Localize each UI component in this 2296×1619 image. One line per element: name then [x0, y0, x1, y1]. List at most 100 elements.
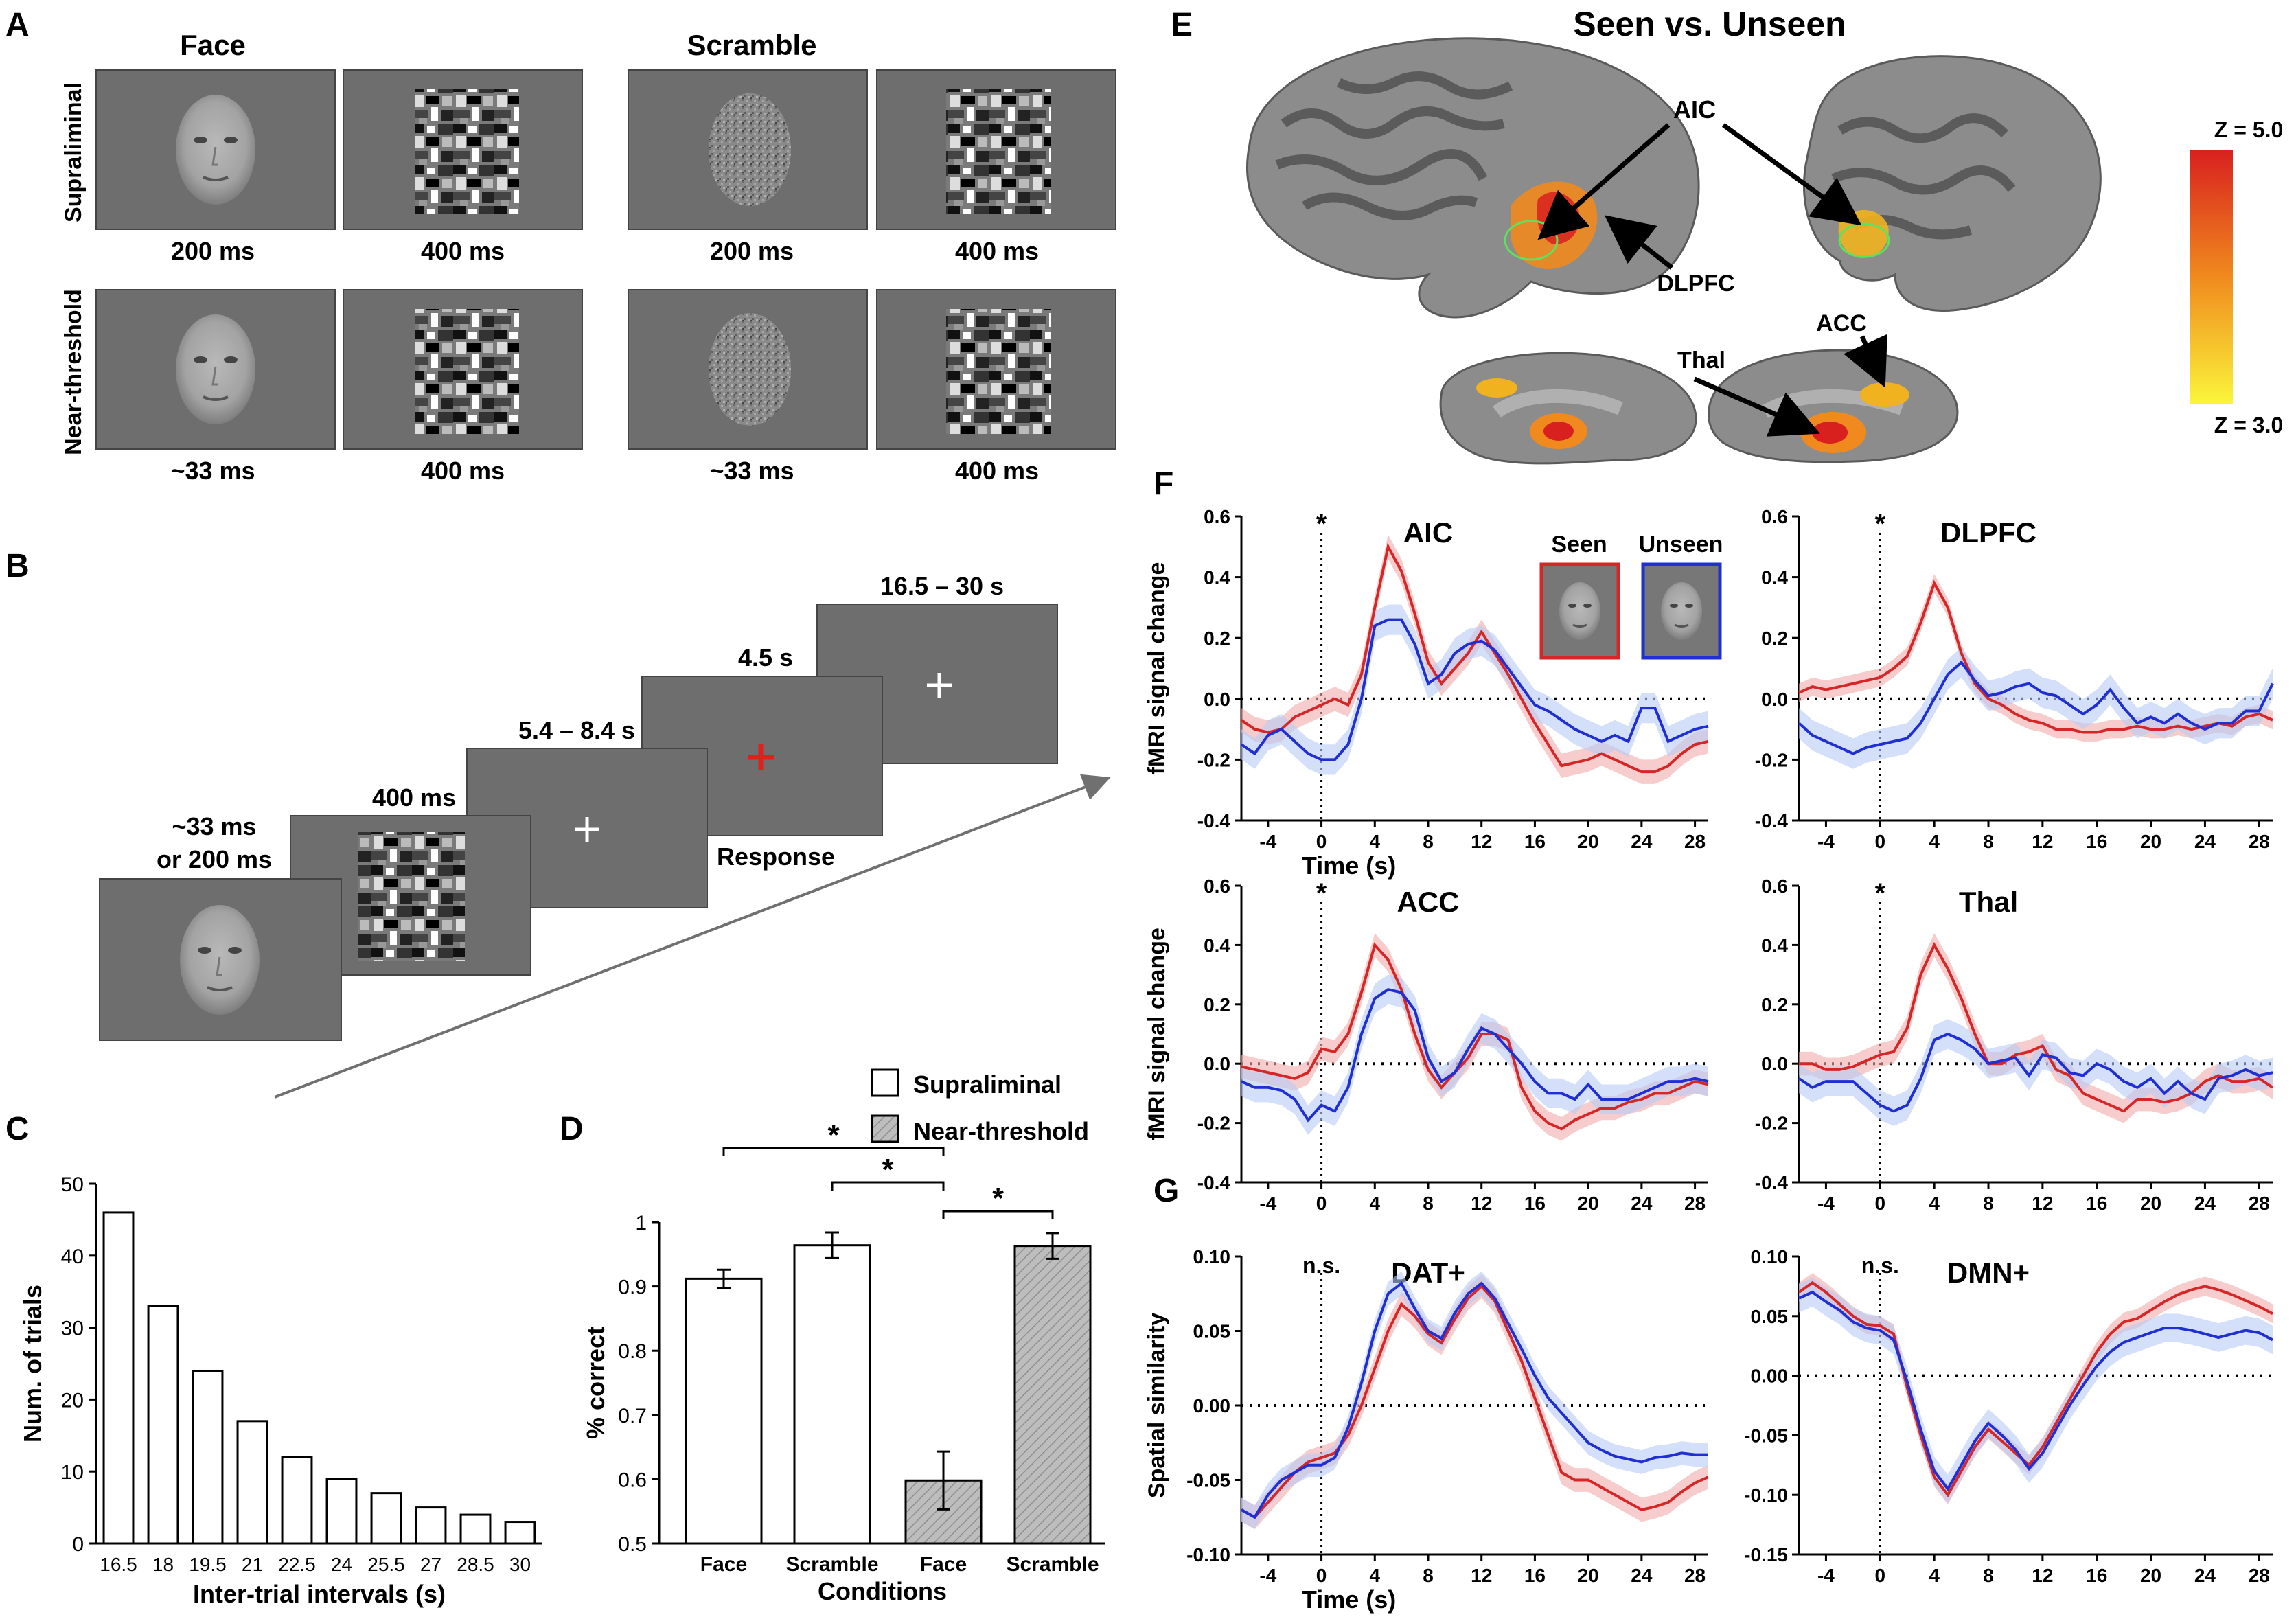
duration-label: 400 ms	[955, 457, 1039, 485]
x-tick-label: 19.5	[189, 1554, 227, 1575]
y-tick-label: 0	[72, 1533, 84, 1556]
y-tick-label: 0.6	[1204, 506, 1230, 527]
significance-star: *	[992, 1182, 1004, 1215]
bar	[102, 1211, 135, 1545]
y-tick-label: 0.2	[1761, 628, 1788, 649]
series-line-seen	[1241, 1284, 1709, 1519]
x-tick-label: 28.5	[457, 1554, 494, 1575]
x-tick-label: 16	[1524, 1565, 1546, 1586]
duration-label: ~33 ms	[170, 457, 255, 485]
x-tick-label: 24	[2194, 831, 2216, 852]
x-tick-label: 20	[1578, 831, 1599, 852]
legend-near-threshold-label: Near-threshold	[913, 1117, 1089, 1145]
chart-d-percent-correct: 0.5 0.6 0.7 0.8 0.9 1 Face Scramble Face Scramble…	[582, 1118, 1105, 1605]
x-tick-label: Scramble	[785, 1553, 878, 1576]
panel-a-stimuli: Face Scramble Supraliminal Near-threshol…	[60, 29, 1116, 485]
colorbar-max-label: Z = 5.0	[2214, 117, 2284, 142]
x-tick-label: 28	[1684, 1565, 1706, 1586]
x-tick-label: 27	[420, 1554, 441, 1575]
y-tick-label: 0.4	[1761, 934, 1788, 956]
legend-near-threshold-swatch	[871, 1114, 899, 1143]
x-tick-label: 4	[1369, 831, 1380, 852]
col-header-face: Face	[180, 29, 246, 61]
onset-marker: *	[1316, 878, 1327, 908]
mask-image	[415, 89, 519, 214]
y-axis-label: fMRI signal change	[1144, 562, 1170, 775]
confidence-band-unseen	[1241, 974, 1708, 1135]
y-tick-label: 30	[61, 1318, 84, 1340]
y-tick-label: -0.4	[1197, 1172, 1231, 1193]
fixation-cross-icon	[575, 817, 599, 842]
panel-e-brain-maps: Seen vs. Unseen	[1246, 5, 2284, 465]
y-tick-label: -0.10	[1186, 1544, 1230, 1565]
bar	[459, 1513, 492, 1545]
x-axis-label: Time (s)	[1302, 1585, 1396, 1614]
y-axis-label: Num. of trials	[19, 1285, 47, 1443]
legend-unseen-label: Unseen	[1639, 531, 1723, 558]
x-tick-label: 12	[1471, 1193, 1492, 1214]
mask-image	[415, 309, 519, 434]
line-chart-f-acc: -0.4 -0.2 0.0 0.2 0.4 0.6 -4 0 4 8 12 16 20 24 28 * ACC f…	[1144, 875, 1709, 1214]
x-tick-label: Scramble	[1006, 1553, 1099, 1576]
x-tick-label: -4	[1259, 831, 1276, 852]
significance-bracket	[722, 1147, 945, 1156]
onset-marker: *	[1316, 509, 1327, 539]
chart-title: ACC	[1397, 886, 1460, 918]
onset-marker: *	[1874, 509, 1885, 539]
y-tick-label: -0.4	[1197, 810, 1231, 831]
face-image	[176, 95, 255, 205]
arrow-aic-left	[1537, 123, 1671, 240]
panel-letter-a: A	[5, 7, 30, 43]
x-tick-label: 24	[331, 1554, 352, 1575]
chart-title: DLPFC	[1940, 516, 2036, 549]
line-chart-f-dlpfc: -0.4 -0.2 0.0 0.2 0.4 0.6 -4 0 4 8 12 16 20 24 28 * DLPF…	[1755, 506, 2274, 852]
legend-supraliminal-label: Supraliminal	[913, 1070, 1061, 1099]
arrow-dlpfc	[1604, 215, 1674, 270]
x-tick-label: 8	[1983, 1565, 1994, 1586]
line-chart-f-thal: -0.4 -0.2 0.0 0.2 0.4 0.6 -4 0 4 8 12 16 20 24 28 * Thal	[1755, 875, 2274, 1214]
series-line-seen	[1798, 1281, 2273, 1497]
x-tick-label: 0	[1874, 831, 1885, 852]
x-axis-label: Conditions	[818, 1577, 947, 1605]
series-line-unseen	[1798, 1032, 2273, 1113]
confidence-band-unseen	[1799, 647, 2273, 769]
x-tick-label: -4	[1259, 1193, 1276, 1214]
panel-letter-f: F	[1153, 466, 1173, 502]
y-tick-label: -0.4	[1755, 810, 1789, 831]
arrow-acc	[1844, 334, 1887, 388]
confidence-band-unseen	[1799, 1278, 2273, 1504]
x-tick-label: 28	[2249, 1565, 2270, 1586]
y-tick-label: -0.2	[1755, 1113, 1788, 1134]
y-tick-label: -0.10	[1744, 1484, 1788, 1506]
x-tick-label: 4	[1929, 1193, 1940, 1214]
face-image	[176, 314, 255, 424]
chart-title: AIC	[1403, 516, 1453, 549]
duration-label: 200 ms	[171, 237, 255, 265]
x-tick-label: 20	[2140, 1565, 2161, 1586]
x-tick-label: 0	[1316, 1193, 1327, 1214]
x-tick-label: 21	[242, 1554, 263, 1575]
brain-left-lateral	[1246, 37, 1700, 319]
x-tick-label: 22.5	[278, 1554, 316, 1575]
x-tick-label: -4	[1817, 831, 1835, 852]
confidence-band-seen	[1241, 1274, 1708, 1530]
colorbar	[2190, 150, 2233, 404]
x-tick-label: 30	[509, 1554, 531, 1575]
y-tick-label: -0.05	[1186, 1470, 1230, 1491]
confidence-band-seen	[1241, 534, 1708, 784]
x-tick-label: 24	[1631, 831, 1653, 852]
panel-letter-b: B	[5, 548, 30, 584]
x-tick-label: 8	[1423, 1193, 1434, 1214]
panel-d-legend: Supraliminal Near-threshold	[871, 1068, 1089, 1145]
mask-duration: 400 ms	[372, 783, 456, 812]
chart-title: DMN+	[1947, 1256, 2030, 1289]
onset-marker: n.s.	[1302, 1253, 1340, 1278]
x-tick-label: 28	[2249, 1193, 2270, 1214]
x-tick-label: 16	[1524, 1193, 1546, 1214]
mask-image	[946, 89, 1051, 214]
line-chart-g-dmn: -0.15 -0.10 -0.05 0.00 0.05 0.10 -4 0 4 8 12 16 20 24…	[1744, 1246, 2273, 1586]
x-tick-label: 8	[1983, 1193, 1994, 1214]
x-tick-label: 16	[2086, 1565, 2107, 1586]
x-tick-label: Face	[920, 1553, 967, 1576]
x-tick-label: 0	[1316, 1565, 1327, 1586]
